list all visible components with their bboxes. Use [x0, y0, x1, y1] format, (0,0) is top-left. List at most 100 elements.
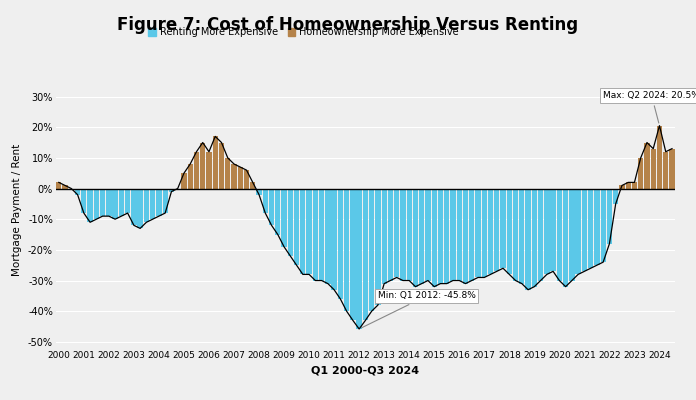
Bar [88, 188, 93, 222]
Bar [544, 188, 550, 274]
Bar [181, 173, 187, 188]
Bar [338, 188, 343, 299]
Bar [125, 188, 130, 213]
Bar [219, 142, 224, 188]
Bar [300, 188, 306, 274]
Bar [106, 188, 111, 216]
Bar [525, 188, 531, 290]
Bar [644, 142, 649, 188]
Bar [519, 188, 525, 284]
Bar [244, 170, 249, 188]
Bar [294, 188, 299, 265]
Bar [262, 188, 268, 213]
Bar [212, 136, 218, 188]
Bar [150, 188, 155, 219]
Bar [532, 188, 537, 287]
X-axis label: Q1 2000-Q3 2024: Q1 2000-Q3 2024 [311, 365, 420, 375]
Bar [287, 188, 293, 256]
Bar [193, 152, 199, 188]
Bar [375, 188, 381, 305]
Bar [432, 188, 437, 287]
Bar [607, 188, 612, 244]
Bar [651, 149, 656, 188]
Bar [168, 188, 174, 192]
Bar [275, 188, 280, 234]
Text: Figure 7: Cost of Homeownership Versus Renting: Figure 7: Cost of Homeownership Versus R… [118, 16, 578, 34]
Bar [119, 188, 124, 216]
Bar [538, 188, 544, 280]
Bar [507, 188, 512, 274]
Bar [563, 188, 568, 287]
Bar [619, 186, 624, 188]
Bar [469, 188, 475, 280]
Bar [626, 182, 631, 188]
Bar [81, 188, 86, 213]
Bar [100, 188, 105, 216]
Bar [394, 188, 400, 278]
Bar [494, 188, 500, 271]
Bar [269, 188, 274, 225]
Bar [413, 188, 418, 287]
Bar [187, 164, 193, 188]
Bar [613, 188, 618, 204]
Bar [500, 188, 506, 268]
Y-axis label: Mortgage Payment / Rent: Mortgage Payment / Rent [13, 144, 22, 276]
Bar [331, 188, 337, 290]
Bar [231, 164, 237, 188]
Bar [319, 188, 324, 280]
Bar [576, 188, 580, 274]
Bar [450, 188, 456, 280]
Bar [94, 188, 99, 219]
Bar [438, 188, 443, 284]
Bar [388, 188, 393, 280]
Bar [594, 188, 599, 265]
Bar [113, 188, 118, 219]
Bar [638, 158, 643, 188]
Bar [657, 126, 662, 188]
Bar [488, 188, 493, 274]
Bar [551, 188, 556, 271]
Bar [363, 188, 368, 320]
Bar [425, 188, 431, 280]
Bar [588, 188, 593, 268]
Bar [475, 188, 481, 278]
Bar [75, 188, 80, 195]
Bar [369, 188, 374, 311]
Bar [63, 186, 68, 188]
Bar [225, 158, 230, 188]
Bar [463, 188, 468, 284]
Bar [400, 188, 406, 280]
Bar [132, 188, 136, 225]
Text: Max: Q2 2024: 20.5%: Max: Q2 2024: 20.5% [603, 91, 696, 123]
Bar [313, 188, 318, 280]
Bar [381, 188, 387, 284]
Bar [206, 152, 212, 188]
Bar [444, 188, 450, 284]
Bar [250, 182, 255, 188]
Bar [56, 182, 61, 188]
Text: Min: Q1 2012: -45.8%: Min: Q1 2012: -45.8% [362, 291, 476, 328]
Bar [144, 188, 149, 222]
Bar [632, 182, 637, 188]
Bar [557, 188, 562, 280]
Bar [663, 152, 668, 188]
Bar [200, 142, 205, 188]
Bar [419, 188, 425, 284]
Bar [582, 188, 587, 271]
Bar [256, 188, 262, 195]
Bar [457, 188, 462, 280]
Bar [344, 188, 349, 311]
Bar [157, 188, 161, 216]
Bar [350, 188, 356, 320]
Bar [482, 188, 487, 278]
Bar [569, 188, 574, 280]
Bar [406, 188, 412, 280]
Bar [513, 188, 519, 280]
Bar [237, 167, 243, 188]
Bar [325, 188, 331, 284]
Bar [670, 149, 674, 188]
Bar [356, 188, 362, 329]
Bar [601, 188, 606, 262]
Legend: Renting More Expensive, Homeownership More Expensive: Renting More Expensive, Homeownership Mo… [148, 27, 459, 37]
Bar [306, 188, 312, 274]
